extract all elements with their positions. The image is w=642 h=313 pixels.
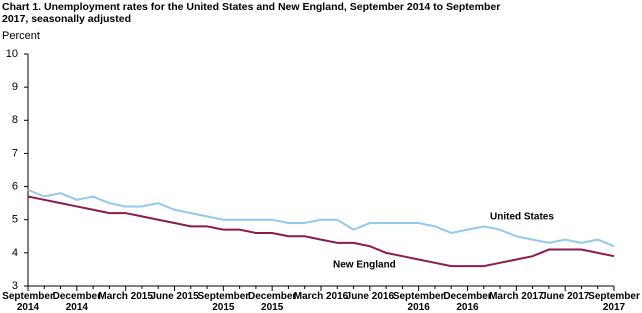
x-tick-label: June 2017 — [540, 291, 590, 302]
x-tick-label: December 2014 — [52, 291, 101, 313]
x-tick-label: June 2016 — [345, 291, 395, 302]
x-tick-label: March 2017 — [489, 291, 544, 302]
x-tick-label: September 2015 — [197, 291, 250, 313]
series-label: United States — [490, 212, 554, 223]
series-line — [27, 188, 615, 248]
y-tick-label: 6 — [12, 180, 18, 192]
series-line — [27, 195, 615, 268]
y-tick-label: 10 — [6, 48, 18, 60]
chart-title: Chart 1. Unemployment rates for the Unit… — [2, 1, 501, 25]
x-tick-label: September 2014 — [2, 291, 54, 313]
series-label: New England — [333, 260, 396, 271]
x-tick-label: March 2015 — [98, 291, 153, 302]
x-tick-label: December 2015 — [247, 291, 297, 313]
y-tick-label: 9 — [12, 81, 18, 93]
y-tick-label: 4 — [12, 247, 18, 259]
x-tick-label: March 2016 — [293, 291, 349, 302]
y-tick-label: 5 — [12, 214, 18, 226]
y-axis-label: Percent — [2, 30, 40, 42]
y-tick-label: 8 — [12, 114, 18, 126]
x-tick-label: December 2016 — [443, 291, 492, 313]
y-tick-label: 3 — [12, 280, 18, 292]
y-tick-label: 7 — [12, 147, 18, 159]
x-tick-label: September 2016 — [392, 291, 445, 313]
x-tick-label: September 2017 — [588, 291, 640, 313]
x-tick-label: June 2015 — [150, 291, 199, 302]
